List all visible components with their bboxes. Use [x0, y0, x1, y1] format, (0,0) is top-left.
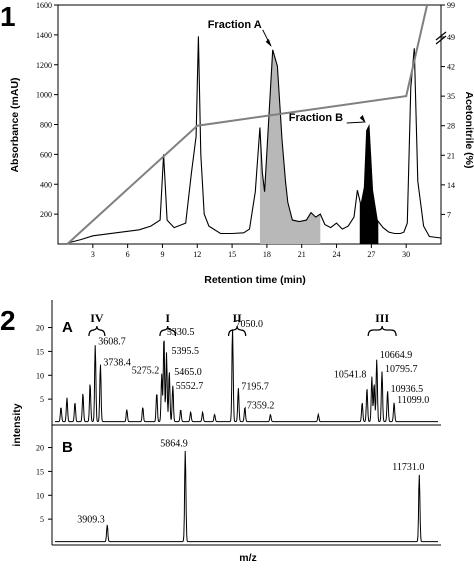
y-tick-label: 20	[36, 324, 44, 333]
spectrum-trace	[55, 450, 438, 543]
ms-b-y-ticks: 5 10 15 20	[36, 444, 52, 524]
y2-axis-title: Acetonitrile (%)	[463, 91, 474, 168]
y-tick-label: 1200	[36, 61, 52, 70]
y-tick-label: 800	[40, 121, 52, 130]
x-tick-label: 15	[228, 250, 236, 259]
ms-spectrum-a	[55, 329, 438, 423]
bracket	[88, 325, 106, 337]
x-axis-title: Retention time (min)	[204, 274, 306, 286]
y-axis-title: Absorbance (mAU)	[9, 77, 21, 172]
peak-label: 10936.5	[391, 384, 424, 395]
y2-tick-label: 14	[447, 181, 455, 190]
x-tick-label: 30	[402, 250, 410, 259]
peak-label: 7050.0	[236, 319, 263, 330]
bracket-label: I	[165, 311, 170, 325]
x-tick-label: 12	[193, 250, 201, 259]
hplc-plot-frame	[57, 4, 442, 245]
y-axis-ticks: 200 400 600 800 1000 1200 1400 1600	[36, 1, 58, 219]
peak-label: 5395.5	[172, 346, 200, 357]
bracket	[227, 325, 247, 337]
ms-spectrum-b	[55, 450, 438, 543]
y-tick-label: 20	[36, 444, 44, 453]
y-tick-label: 1600	[36, 1, 52, 10]
y2-tick-label: 49	[447, 33, 455, 42]
acetonitrile-gradient-line	[66, 4, 429, 245]
x-tick-label: 18	[263, 250, 271, 259]
peak-label: 10664.9	[380, 350, 413, 361]
y-tick-label: 15	[36, 347, 44, 356]
peak-label: 5552.7	[176, 381, 204, 392]
fraction-label: Fraction B	[289, 112, 343, 124]
ms-b-peak-labels: 3909.3 5864.9 11731.0	[77, 438, 424, 525]
y2-tick-label: 21	[447, 151, 455, 160]
x-tick-label: 9	[160, 250, 164, 259]
y2-tick-label: 28	[447, 122, 455, 131]
subpanel-label-b: B	[62, 439, 73, 456]
y-tick-label: 200	[40, 210, 52, 219]
y-tick-label: 5	[40, 395, 44, 404]
y2-tick-label: 99	[447, 1, 455, 10]
fraction-label: Fraction A	[208, 19, 262, 31]
x-tick-label: 6	[126, 250, 130, 259]
fraction-annotations: Fraction A Fraction B	[208, 19, 366, 124]
bracket	[159, 325, 177, 337]
peak-label: 11099.0	[397, 395, 429, 406]
y2-tick-label: 7	[447, 210, 451, 219]
ms-axes	[51, 300, 441, 546]
y2-tick-label: 35	[447, 92, 455, 101]
y-tick-label: 15	[36, 467, 44, 476]
y-tick-label: 1400	[36, 31, 52, 40]
peak-label: 10795.7	[385, 364, 418, 375]
peak-label: 5864.9	[160, 438, 188, 449]
fraction-fill-2	[359, 126, 379, 244]
peak-label: 5275.2	[132, 365, 160, 376]
peak-label: 3608.7	[98, 337, 126, 348]
bracket-label: IV	[90, 311, 104, 325]
y-tick-label: 1000	[36, 91, 52, 100]
y-tick-label: 10	[36, 371, 44, 380]
peak-label: 7359.2	[247, 401, 275, 412]
ms-y-axis-title: intensity	[11, 403, 23, 446]
y-tick-label: 5	[40, 515, 44, 524]
peak-label: 5465.0	[174, 367, 202, 378]
y-tick-label: 10	[36, 491, 44, 500]
hplc-series	[66, 4, 442, 245]
x-tick-label: 21	[298, 250, 306, 259]
x-axis-ticks: 3 6 9 12 15 18 21 24 27 30	[91, 244, 410, 259]
y2-axis-ticks: 7 14 21 28 35 42 49 99	[441, 1, 455, 219]
bracket-label: III	[375, 311, 389, 325]
absorbance-trace	[69, 36, 442, 244]
spectrum-trace	[55, 329, 438, 423]
bracket	[367, 325, 397, 337]
y-tick-label: 600	[40, 150, 52, 159]
annotation-arrow	[346, 121, 365, 124]
y-tick-label: 400	[40, 180, 52, 189]
ms-a-brackets: IV I II III	[88, 311, 397, 337]
fraction-fills	[259, 49, 379, 244]
subpanel-label-a: A	[62, 319, 73, 336]
x-tick-label: 3	[91, 250, 95, 259]
peak-label: 5330.5	[167, 327, 195, 338]
peak-label: 10541.8	[334, 370, 367, 381]
arrow-head	[265, 38, 272, 47]
peak-label: 3909.3	[77, 514, 105, 525]
x-tick-label: 24	[333, 250, 341, 259]
peak-label: 7195.7	[241, 382, 269, 393]
bracket-label: II	[232, 311, 242, 325]
ms-a-y-ticks: 5 10 15 20	[36, 324, 52, 404]
x-tick-label: 27	[367, 250, 375, 259]
axis-break-mark	[435, 31, 447, 45]
peak-label: 3738.4	[103, 358, 131, 369]
y2-tick-label: 42	[447, 63, 455, 72]
peak-label: 11731.0	[392, 462, 424, 473]
panel-label-1: 1	[0, 1, 16, 32]
ms-x-axis-title: m/z	[239, 552, 257, 564]
fraction-fill-1	[259, 49, 321, 244]
arrow-head	[359, 114, 366, 123]
panel-label-2: 2	[0, 305, 16, 336]
